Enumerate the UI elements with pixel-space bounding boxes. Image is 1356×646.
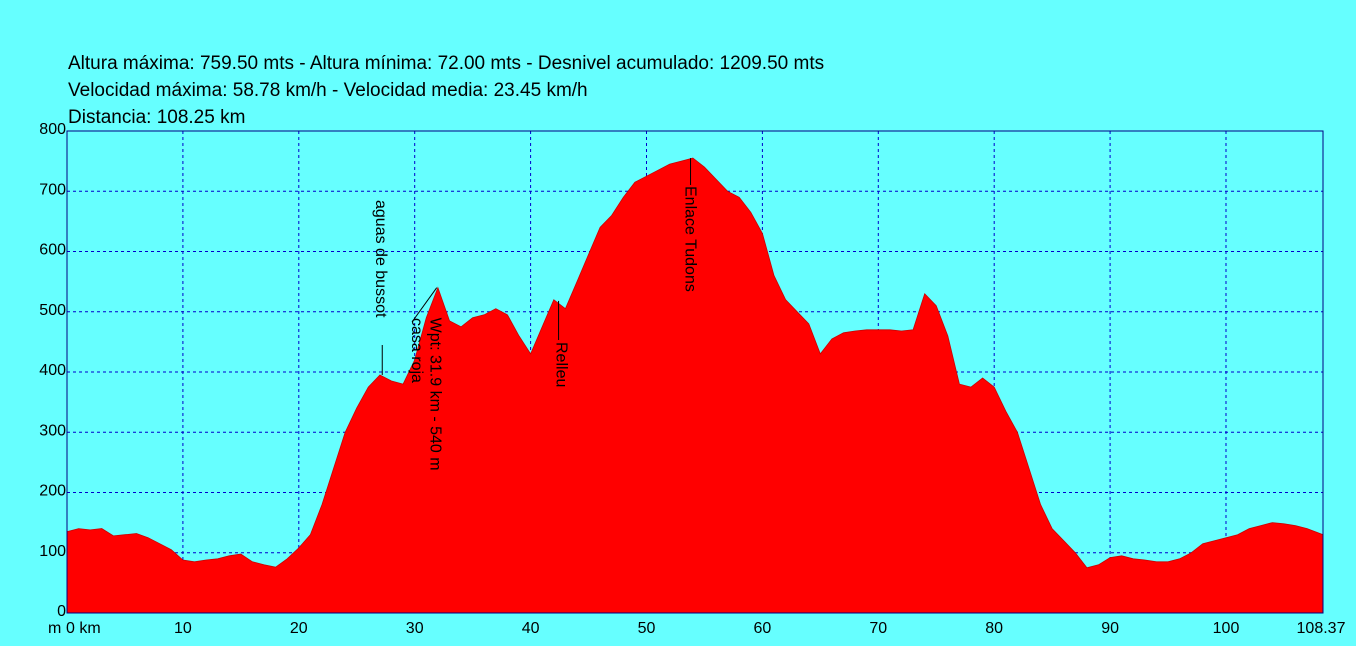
y-tick-label: 100 bbox=[39, 543, 66, 560]
x-tick-label: 100 bbox=[1213, 620, 1240, 637]
x-tick-label: 80 bbox=[985, 620, 1003, 637]
x-tick-label: 90 bbox=[1101, 620, 1119, 637]
annotation-label: Enlace Tudons bbox=[682, 186, 699, 292]
annotation: Relleu bbox=[553, 300, 570, 387]
annotation: aguas de bussot bbox=[372, 200, 389, 376]
stats-elevation: Altura máxima: 759.50 mts - Altura mínim… bbox=[68, 53, 825, 74]
x-tick-label: 60 bbox=[753, 620, 771, 637]
x-tick-label: 40 bbox=[522, 620, 540, 637]
y-tick-label: 500 bbox=[39, 302, 66, 319]
y-tick-label: 600 bbox=[39, 242, 66, 259]
x-tick-label: 30 bbox=[406, 620, 424, 637]
y-axis-unit: m bbox=[48, 620, 61, 637]
annotation: Enlace Tudons bbox=[682, 158, 699, 292]
y-tick-label: 800 bbox=[39, 121, 66, 138]
y-tick-label: 300 bbox=[39, 422, 66, 439]
annotation-label: casa roja bbox=[408, 318, 425, 383]
stats-speed: Velocidad máxima: 58.78 km/h - Velocidad… bbox=[68, 80, 588, 101]
x-tick-label: 0 km bbox=[66, 620, 101, 637]
x-tick-label: 20 bbox=[290, 620, 308, 637]
y-tick-label: 200 bbox=[39, 483, 66, 500]
plot-frame bbox=[66, 130, 1324, 614]
x-tick-label: 10 bbox=[174, 620, 192, 637]
y-tick-label: 700 bbox=[39, 181, 66, 198]
annotation-leader bbox=[411, 287, 438, 323]
tick-labels: 0 km 10 20 30 40 50 60 70 80 90 100 108.37 0 100 200 30… bbox=[39, 121, 1345, 637]
annotation-label: aguas de bussot bbox=[372, 200, 389, 318]
annotations: aguas de bussot casa roja Wpt: 31.9 km - 5… bbox=[372, 158, 699, 471]
annotation: casa roja bbox=[408, 287, 438, 383]
x-tick-label: 108.37 bbox=[1297, 620, 1346, 637]
y-tick-label: 0 bbox=[57, 603, 66, 620]
stats-distance: Distancia: 108.25 km bbox=[68, 107, 246, 128]
x-tick-label: 70 bbox=[869, 620, 887, 637]
annotation: Wpt: 31.9 km - 540 m bbox=[427, 318, 444, 471]
annotation-label: Wpt: 31.9 km - 540 m bbox=[427, 318, 444, 471]
elevation-area bbox=[66, 157, 1324, 614]
annotation-label: Relleu bbox=[553, 342, 570, 387]
y-tick-label: 400 bbox=[39, 362, 66, 379]
x-tick-label: 50 bbox=[638, 620, 656, 637]
